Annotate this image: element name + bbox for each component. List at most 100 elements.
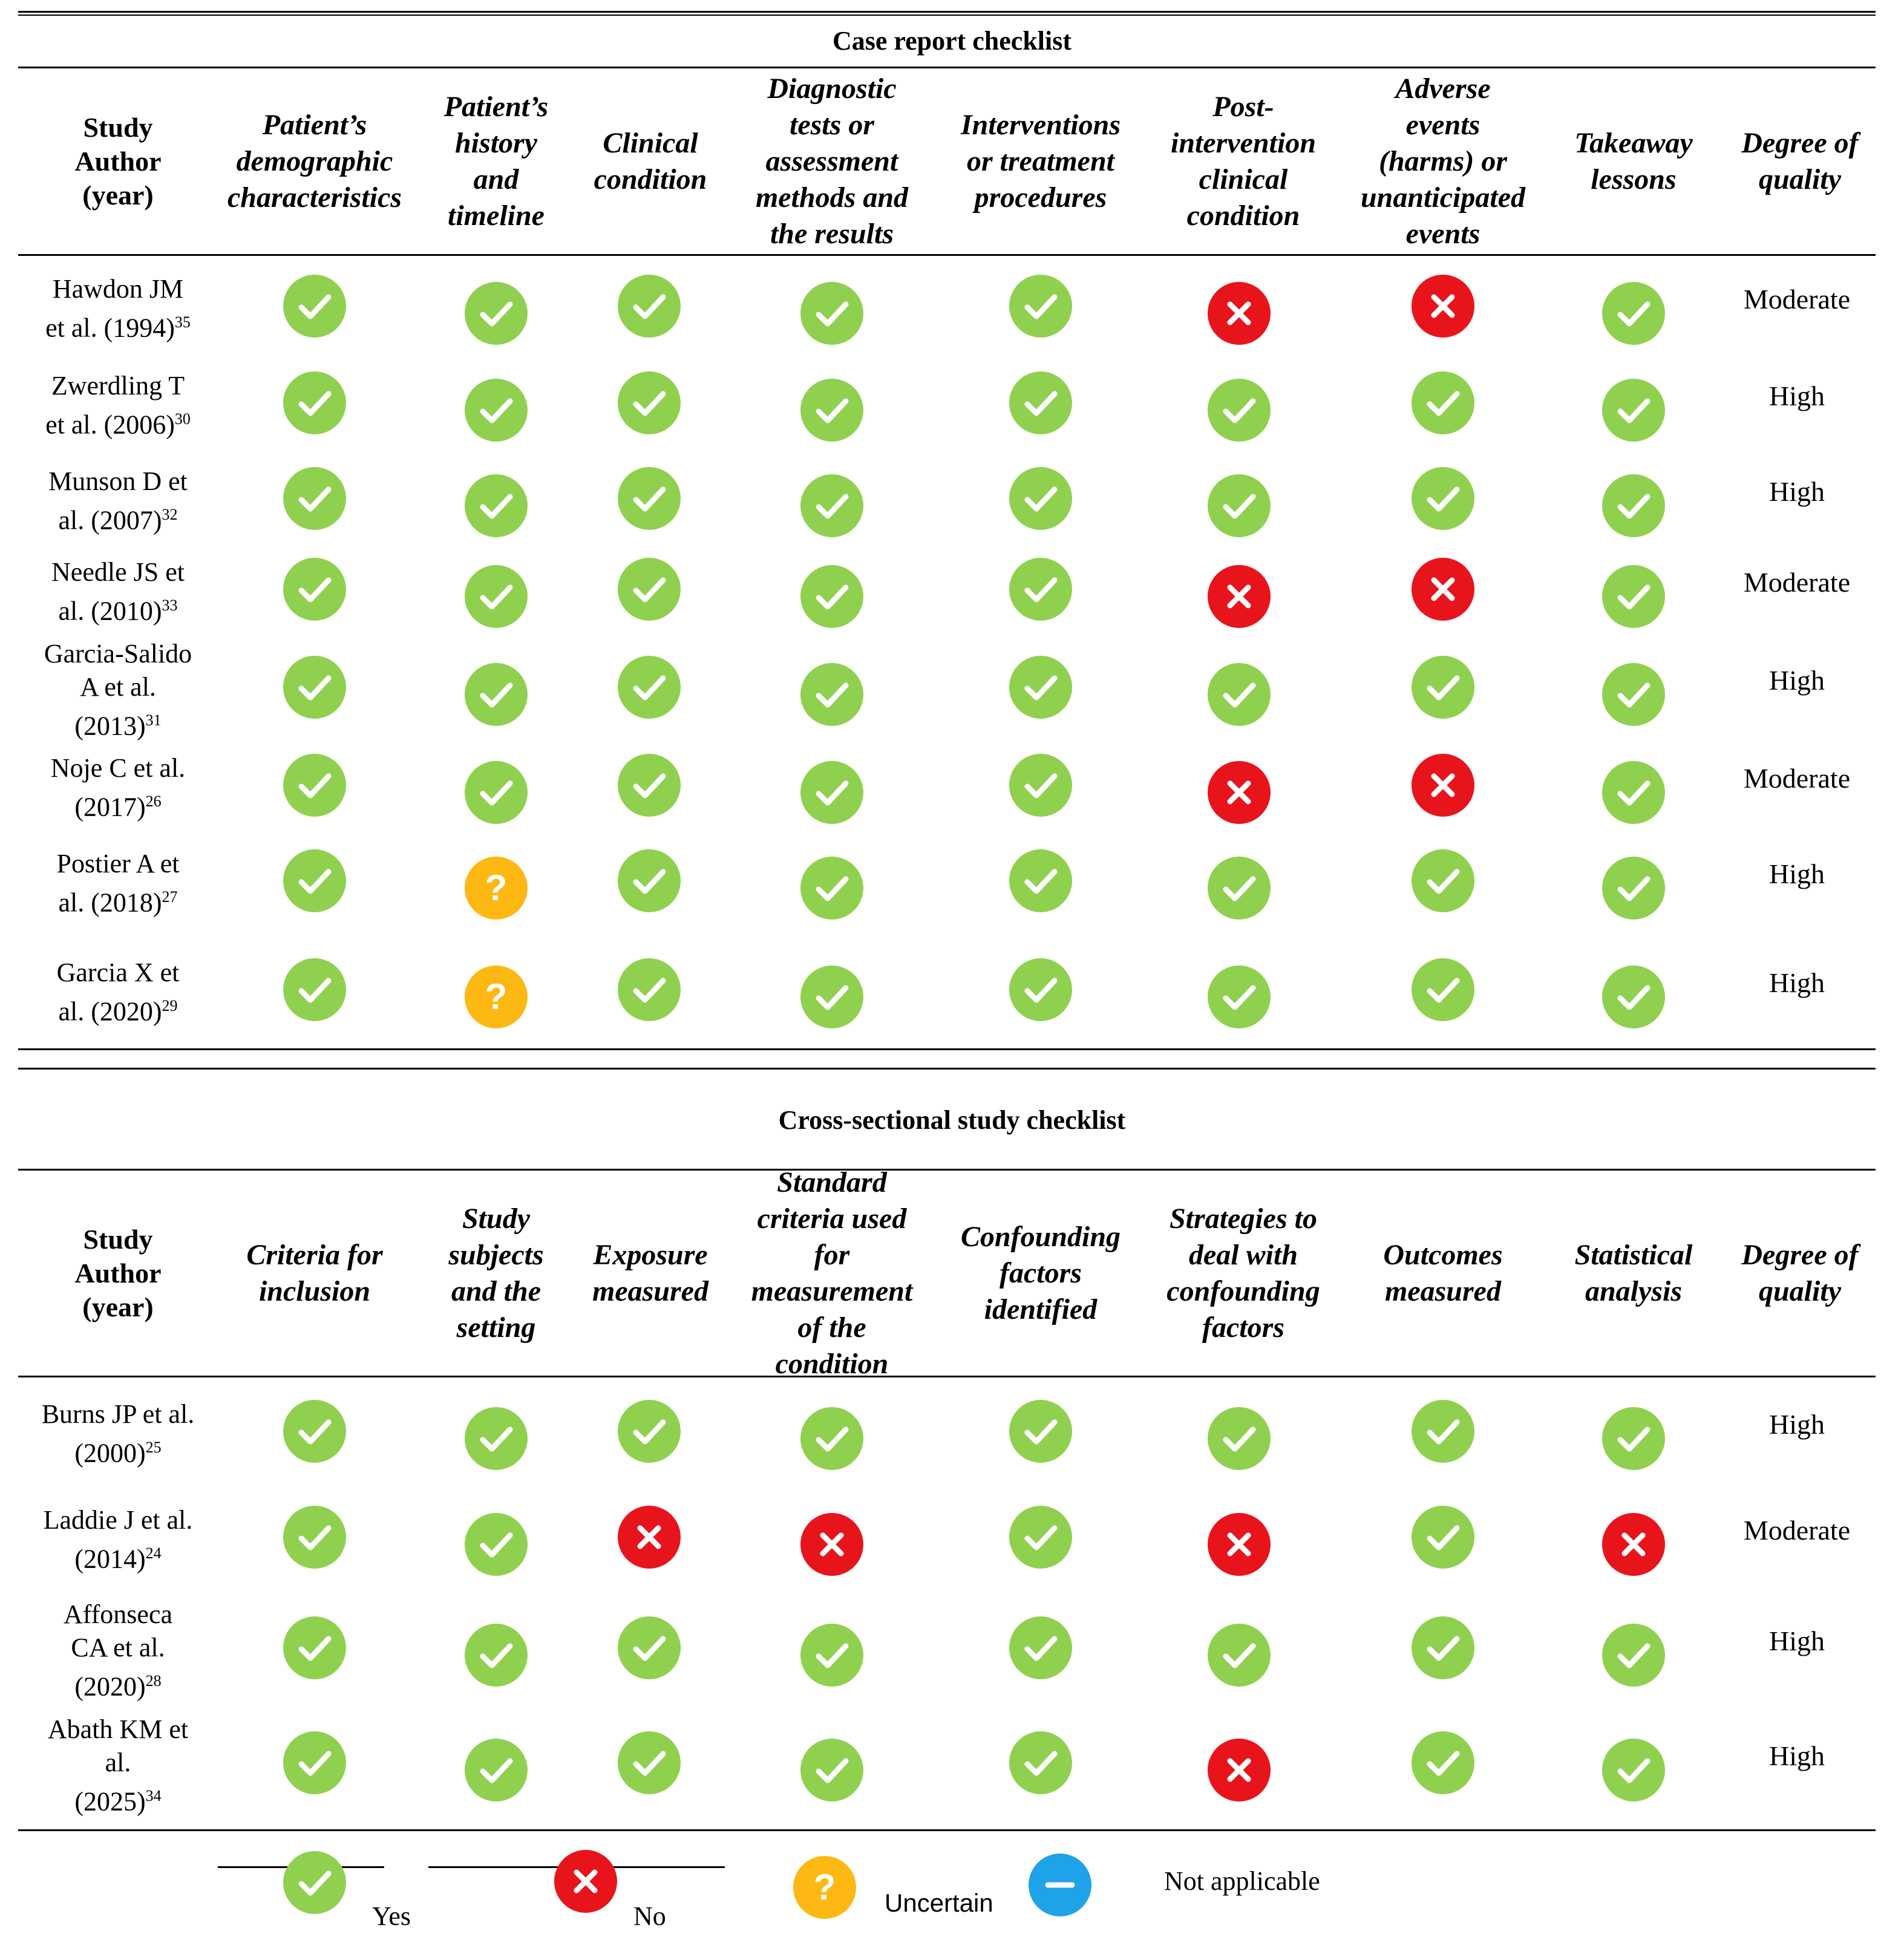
case-report-title: Case report checklist bbox=[832, 26, 1072, 56]
check-icon bbox=[1009, 656, 1072, 719]
legend-na-label: Not applicable bbox=[1164, 1866, 1320, 1896]
check-icon bbox=[465, 1739, 528, 1802]
study-author-line: (2020)28 bbox=[74, 1664, 161, 1704]
study-author: Garcia X et al. (2020)29 bbox=[18, 956, 218, 1028]
check-icon bbox=[1602, 965, 1665, 1028]
author-text: al. bbox=[105, 1747, 131, 1777]
check-icon bbox=[465, 474, 528, 537]
study-author-line: Zwerdling T bbox=[51, 369, 185, 402]
check-icon bbox=[1412, 958, 1474, 1021]
cross-header-top-rule bbox=[18, 1169, 1876, 1171]
check-icon bbox=[283, 1506, 346, 1569]
header-study-author-year: Study Author (year) bbox=[74, 1224, 162, 1322]
study-author-line: al. (2020)29 bbox=[58, 989, 177, 1028]
check-icon bbox=[283, 958, 346, 1021]
check-icon bbox=[1009, 1400, 1072, 1463]
check-icon bbox=[1602, 474, 1665, 537]
header-c1: Criteria for inclusion bbox=[246, 1239, 383, 1307]
check-icon bbox=[283, 1731, 346, 1794]
author-text: (2025) bbox=[74, 1786, 146, 1817]
check-icon bbox=[283, 371, 346, 434]
reference-number: 33 bbox=[162, 596, 178, 615]
author-text: et al. (2006) bbox=[45, 410, 175, 440]
check-icon bbox=[1009, 958, 1072, 1021]
author-text: Laddie J et al. bbox=[43, 1505, 193, 1535]
author-text: al. (2018) bbox=[58, 887, 162, 918]
author-text: Hawdon JM bbox=[52, 274, 184, 304]
top-rule-2 bbox=[18, 15, 1876, 16]
study-author-line: Noje C et al. bbox=[51, 751, 185, 785]
header-quality: Degree of quality bbox=[1741, 127, 1859, 195]
cross-icon bbox=[1208, 1513, 1271, 1576]
header-c7: Adverse events (harms) or unanticipated … bbox=[1360, 73, 1526, 250]
legend-cross-icon bbox=[554, 1850, 617, 1913]
study-author: Abath KM et al. (2025)34 bbox=[18, 1713, 218, 1817]
study-author-line: Hawdon JM bbox=[53, 272, 183, 305]
check-icon bbox=[465, 1624, 528, 1687]
question-icon: ? bbox=[465, 965, 528, 1028]
author-text: Munson D et bbox=[48, 466, 188, 497]
check-icon bbox=[465, 379, 528, 442]
check-icon bbox=[283, 656, 346, 719]
check-icon bbox=[1208, 857, 1271, 920]
check-icon bbox=[1602, 761, 1665, 824]
author-text: al. (2010) bbox=[58, 596, 162, 626]
study-author-line: (2014)24 bbox=[74, 1537, 161, 1576]
study-author-line: (2000)25 bbox=[74, 1431, 161, 1470]
header-c6: Post- intervention clinical condition bbox=[1170, 91, 1317, 232]
header-c5: Confounding factors identified bbox=[960, 1221, 1121, 1325]
check-icon bbox=[283, 1616, 346, 1679]
check-icon bbox=[1412, 371, 1474, 434]
check-icon bbox=[800, 379, 863, 442]
cross-icon bbox=[1412, 275, 1474, 338]
header-quality: Degree of quality bbox=[1741, 1239, 1859, 1307]
quality-rating: High bbox=[1769, 967, 1825, 998]
check-icon bbox=[1412, 656, 1474, 719]
svg-text:?: ? bbox=[814, 1867, 836, 1907]
quality-rating: Moderate bbox=[1743, 763, 1851, 794]
check-icon bbox=[1602, 282, 1665, 345]
check-icon bbox=[800, 565, 863, 628]
legend-question-icon: ? bbox=[793, 1856, 856, 1919]
study-author: Postier A et al. (2018)27 bbox=[18, 849, 218, 918]
study-author-line: Garcia X et bbox=[57, 956, 180, 989]
reference-number: 29 bbox=[162, 997, 178, 1015]
check-icon bbox=[618, 371, 681, 434]
author-text: Postier A et bbox=[56, 849, 180, 879]
header-c8: Takeaway lessons bbox=[1574, 127, 1693, 195]
author-text: Noje C et al. bbox=[50, 753, 186, 783]
check-icon bbox=[283, 558, 346, 621]
check-icon bbox=[800, 1624, 863, 1687]
quality-rating: Moderate bbox=[1743, 1515, 1851, 1546]
study-author: Burns JP et al. (2000)25 bbox=[18, 1399, 218, 1470]
check-icon bbox=[283, 467, 346, 530]
check-icon bbox=[1009, 558, 1072, 621]
reference-number: 28 bbox=[145, 1671, 162, 1690]
study-author-line: Abath KM et bbox=[48, 1713, 188, 1746]
quality-rating: High bbox=[1769, 1409, 1825, 1440]
check-icon bbox=[283, 849, 346, 912]
check-icon bbox=[283, 275, 346, 338]
author-text: Garcia-Salido bbox=[44, 638, 192, 668]
cross-icon bbox=[1602, 1513, 1665, 1576]
reference-number: 30 bbox=[174, 410, 191, 428]
quality-rating: Moderate bbox=[1743, 567, 1851, 598]
header-c3: Exposure measured bbox=[592, 1239, 708, 1307]
svg-text:?: ? bbox=[485, 976, 508, 1017]
check-icon bbox=[1412, 467, 1474, 530]
cross-icon bbox=[800, 1513, 863, 1576]
check-icon bbox=[618, 1400, 681, 1463]
study-author-line: Laddie J et al. bbox=[44, 1503, 193, 1537]
study-author-line: Garcia-Salido bbox=[44, 637, 192, 670]
check-icon bbox=[1208, 379, 1271, 442]
study-author: Zwerdling T et al. (2006)30 bbox=[18, 369, 218, 440]
header-c2: Study subjects and the setting bbox=[448, 1203, 544, 1344]
reference-number: 26 bbox=[145, 792, 162, 811]
study-author-line: al. (2010)33 bbox=[58, 589, 177, 628]
cross-sectional-title: Cross-sectional study checklist bbox=[778, 1105, 1126, 1135]
quality-rating: High bbox=[1769, 665, 1825, 696]
check-icon bbox=[800, 965, 863, 1028]
check-icon bbox=[618, 1731, 681, 1794]
check-icon bbox=[1009, 1616, 1072, 1679]
